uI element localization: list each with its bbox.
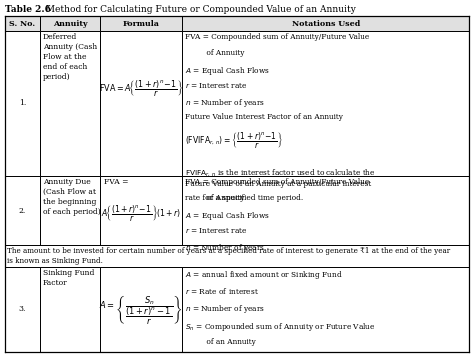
Text: $\mathrm{FVIFA}_{r,\,n}$ is the interest factor used to calculate the: $\mathrm{FVIFA}_{r,\,n}$ is the interest… [185, 167, 375, 178]
Bar [5, 176, 40, 245]
Bar [40, 16, 100, 31]
Text: Deferred
Annuity (Cash
Flow at the
end of each
period): Deferred Annuity (Cash Flow at the end o… [43, 33, 97, 81]
Text: $A$ = Equal Cash Flows: $A$ = Equal Cash Flows [185, 65, 270, 77]
Text: $S_n$ = Compounded sum of Annuity or Future Value: $S_n$ = Compounded sum of Annuity or Fut… [185, 321, 375, 333]
Text: Table 2.6: Table 2.6 [5, 5, 51, 15]
Bar [100, 176, 182, 245]
Text: Future Value Interest Factor of an Annuity: Future Value Interest Factor of an Annui… [185, 113, 343, 121]
Text: FVA = Compounded sum of Annuity/Future Value: FVA = Compounded sum of Annuity/Future V… [185, 33, 369, 41]
Bar [182, 16, 469, 31]
Text: 3.: 3. [19, 305, 26, 314]
Text: Annuity: Annuity [53, 20, 87, 28]
Text: $r$ = Rate of interest: $r$ = Rate of interest [185, 286, 259, 296]
Text: Method for Calculating Future or Compounded Value of an Annuity: Method for Calculating Future or Compoun… [40, 5, 356, 15]
Bar [100, 16, 182, 31]
Text: $r$ = Interest rate: $r$ = Interest rate [185, 81, 247, 90]
Bar [40, 267, 100, 352]
Text: $(\mathrm{FVIFA}_{r,\,n})=\left\{\dfrac{(1+r)^n\!-\!1}{r}\right\}$: $(\mathrm{FVIFA}_{r,\,n})=\left\{\dfrac{… [185, 130, 283, 151]
Text: 1.: 1. [19, 99, 26, 107]
Text: FVA =: FVA = [104, 178, 129, 186]
Text: $A=\left\{\dfrac{S_n}{\dfrac{(1+r)^n-1}{r}}\right\}$: $A=\left\{\dfrac{S_n}{\dfrac{(1+r)^n-1}{… [100, 293, 182, 326]
Text: Annuity Due
(Cash Flow at
the beginning
of each period): Annuity Due (Cash Flow at the beginning … [43, 178, 100, 216]
Text: Notations Used: Notations Used [292, 20, 360, 28]
Text: $A$ = Equal Cash Flows: $A$ = Equal Cash Flows [185, 210, 270, 222]
Bar [182, 176, 469, 245]
Text: 2.: 2. [19, 207, 26, 215]
Text: of Annuity: of Annuity [185, 194, 244, 202]
Text: of an Annuity: of an Annuity [185, 338, 255, 346]
Bar [5, 16, 40, 31]
Text: $n$ = Number of years: $n$ = Number of years [185, 242, 265, 254]
Text: FVA = Compounded sum of Annuity/Future Value: FVA = Compounded sum of Annuity/Future V… [185, 178, 369, 186]
Bar [100, 31, 182, 176]
Text: $n$ = Number of years: $n$ = Number of years [185, 97, 265, 109]
Text: $r$ = Interest rate: $r$ = Interest rate [185, 226, 247, 235]
Bar [100, 267, 182, 352]
Text: $\mathrm{FVA}=A\!\left\{\dfrac{(1+r)^n\!-\!1}{r}\right\}$: $\mathrm{FVA}=A\!\left\{\dfrac{(1+r)^n\!… [99, 79, 183, 99]
Bar [40, 31, 100, 176]
Text: S. No.: S. No. [9, 20, 36, 28]
Bar [182, 31, 469, 176]
Bar [5, 267, 40, 352]
Text: $A\!\left\{\dfrac{(1+r)^n\!-\!1}{r}\right\}\!(1+r)$: $A\!\left\{\dfrac{(1+r)^n\!-\!1}{r}\righ… [101, 204, 181, 224]
Bar [40, 176, 100, 245]
Bar [5, 245, 469, 267]
Text: $n$ = Number of years: $n$ = Number of years [185, 303, 265, 315]
Text: of Annuity: of Annuity [185, 49, 244, 57]
Text: Formula: Formula [123, 20, 159, 28]
Bar [5, 31, 40, 176]
Text: Future Value of an Annuity at a particular interest: Future Value of an Annuity at a particul… [185, 180, 371, 188]
Text: rate for a specified time period.: rate for a specified time period. [185, 194, 303, 202]
Text: The amount to be invested for certain number of years at a specified rate of int: The amount to be invested for certain nu… [7, 247, 450, 265]
Bar [182, 267, 469, 352]
Text: Sinking Fund
Factor: Sinking Fund Factor [43, 269, 94, 287]
Text: $A$ = annual fixed amount or Sinking Fund: $A$ = annual fixed amount or Sinking Fun… [185, 269, 343, 281]
